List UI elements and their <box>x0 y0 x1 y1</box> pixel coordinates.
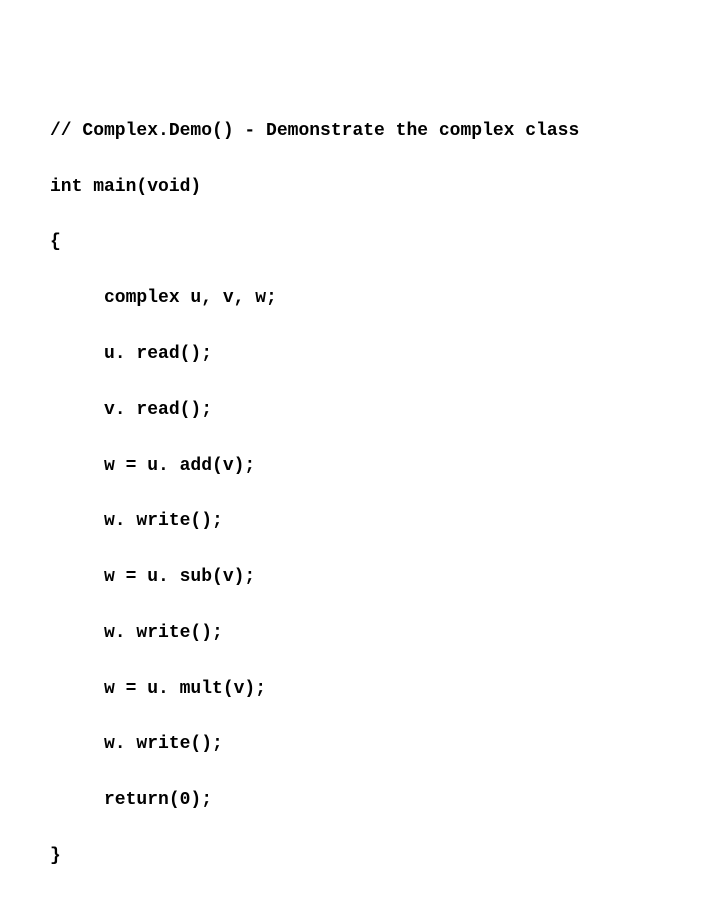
code-line: w = u. add(v); <box>50 453 720 481</box>
code-line: v. read(); <box>50 397 720 425</box>
code-line: return(0); <box>50 787 720 815</box>
code-line: w = u. mult(v); <box>50 676 720 704</box>
code-block: // Complex.Demo() - Demonstrate the comp… <box>0 0 720 899</box>
code-line: w. write(); <box>50 508 720 536</box>
code-line: { <box>50 229 720 257</box>
code-line: w. write(); <box>50 731 720 759</box>
code-line: complex u, v, w; <box>50 285 720 313</box>
code-line: w = u. sub(v); <box>50 564 720 592</box>
code-line: w. write(); <box>50 620 720 648</box>
code-line: } <box>50 843 720 871</box>
code-line: u. read(); <box>50 341 720 369</box>
code-line: int main(void) <box>50 174 720 202</box>
code-line: // Complex.Demo() - Demonstrate the comp… <box>50 118 720 146</box>
